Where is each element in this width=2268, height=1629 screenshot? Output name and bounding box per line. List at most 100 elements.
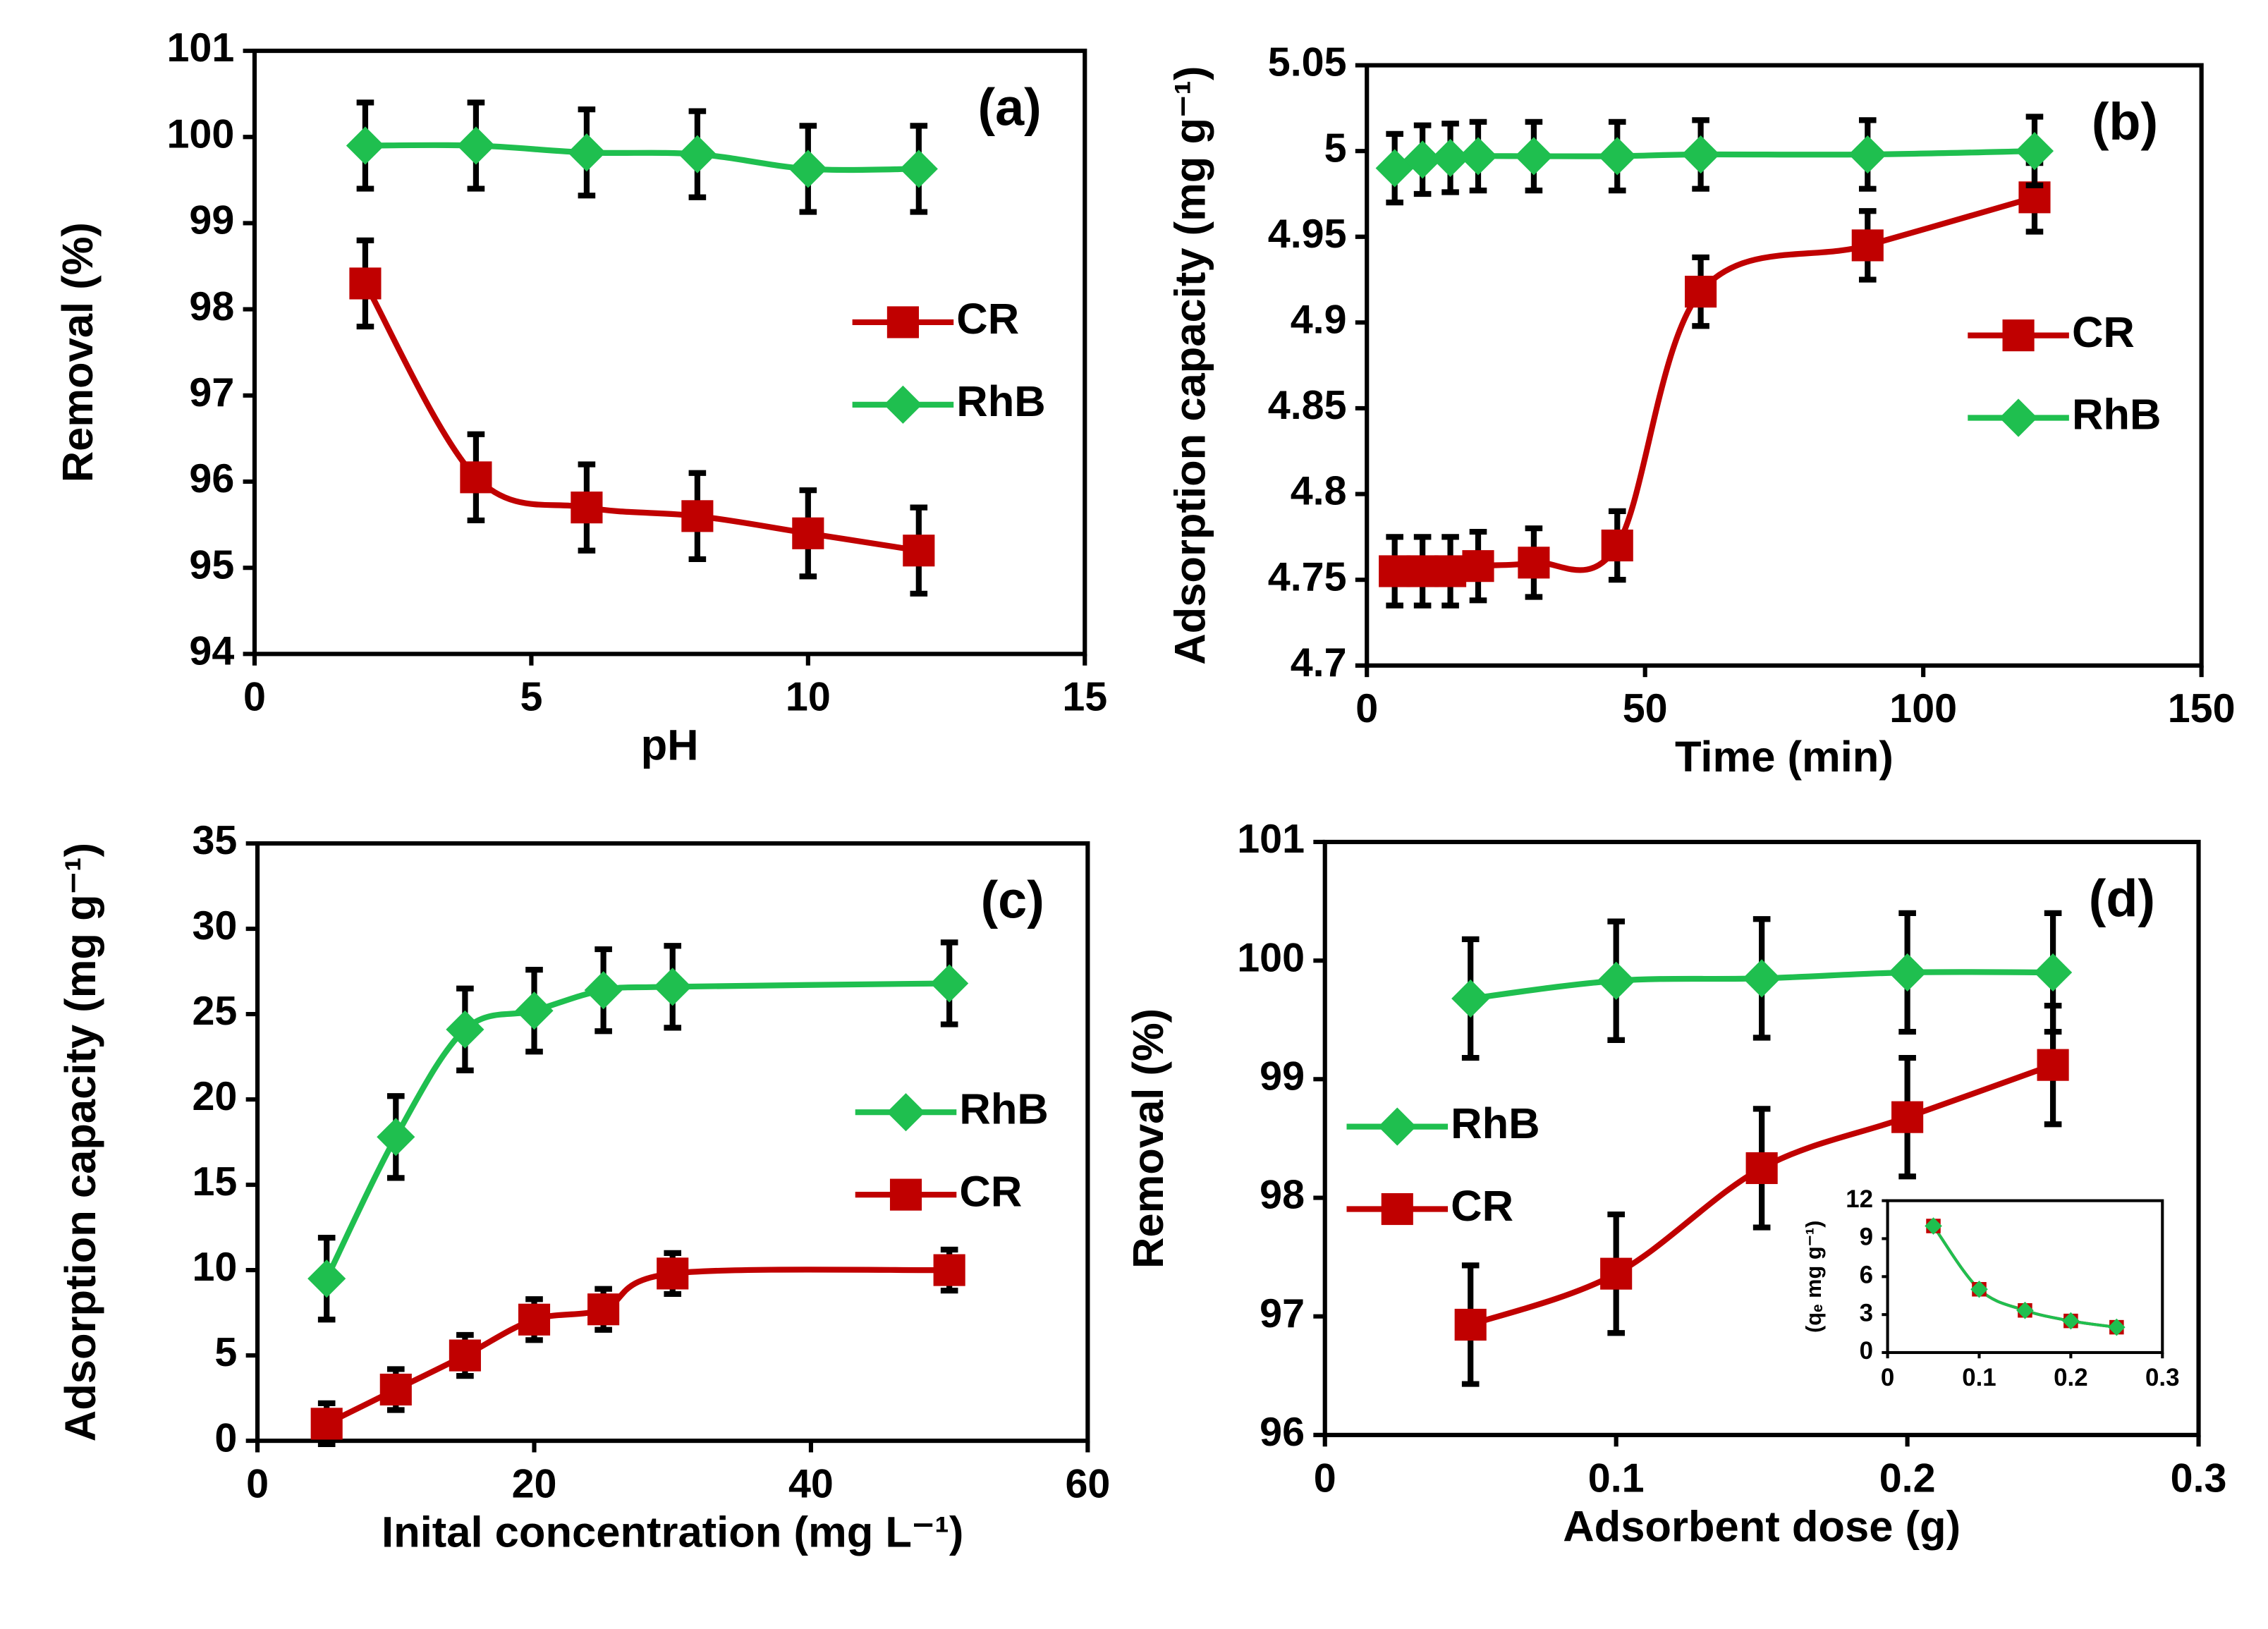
marker [2037,1049,2069,1081]
y-tick-label: 99 [1260,1054,1305,1099]
legend-label: RhB [956,377,1045,426]
x-tick-label: 60 [1065,1461,1110,1506]
marker [2034,953,2073,992]
legend-marker [1378,1107,1417,1146]
marker [446,1010,484,1049]
legend-marker [1999,398,2038,437]
marker [515,992,554,1030]
y-tick-label: 15 [193,1159,238,1204]
marker [584,971,623,1010]
marker [1379,555,1411,587]
marker [1403,140,1442,179]
y-tick-label: 98 [1260,1173,1305,1218]
y-tick-label: 4.75 [1268,554,1347,599]
x-tick-label: 0.2 [2054,1364,2087,1391]
x-axis-label: pH [641,721,699,770]
marker [1681,135,1720,174]
x-tick-label: 50 [1623,686,1668,731]
x-tick-label: 150 [2168,686,2236,731]
marker [792,517,824,549]
legend-marker [886,1093,925,1132]
x-axis-label: Adsorbent dose (g) [1563,1502,1961,1551]
series-line [324,980,950,1280]
x-tick-label: 0.3 [2171,1456,2227,1501]
y-tick-label: 3 [1860,1299,1873,1326]
legend-marker [889,1178,922,1211]
marker [449,1339,481,1372]
marker [2016,1301,2034,1319]
y-tick-label: 96 [189,456,234,501]
marker [1518,547,1550,579]
y-axis-label: (qₑ mg g⁻¹) [1801,1221,1826,1333]
marker [1514,137,1553,176]
marker [788,150,827,188]
x-tick-label: 0 [1355,686,1378,731]
panel-label: (b) [2092,92,2158,151]
marker [653,968,692,1006]
marker [1743,959,1781,998]
y-tick-label: 4.9 [1291,298,1347,343]
marker [1851,229,1884,262]
legend-label: RhB [959,1085,1048,1133]
y-tick-label: 5 [214,1330,237,1375]
marker [2015,132,2054,171]
marker [657,1257,689,1290]
x-tick-label: 100 [1889,686,1957,731]
marker [1458,137,1498,176]
y-tick-label: 25 [193,989,238,1034]
y-tick-label: 35 [193,818,238,863]
marker [2062,1312,2080,1330]
marker [899,150,938,188]
legend-label: RhB [1451,1099,1540,1148]
x-tick-label: 0.3 [2145,1364,2179,1391]
x-tick-label: 5 [520,675,542,720]
y-tick-label: 4.85 [1268,383,1347,428]
marker [346,126,385,165]
y-tick-label: 98 [189,284,234,329]
y-tick-label: 96 [1260,1410,1305,1455]
y-tick-label: 20 [193,1074,238,1119]
x-axis-label: Inital concentration (mg L⁻¹) [382,1508,963,1556]
marker [1462,550,1494,582]
legend-marker [884,385,922,424]
plot-frame [252,48,1087,657]
plot-frame [1322,839,2201,1437]
y-tick-label: 5 [1324,126,1347,171]
marker [1891,1101,1924,1133]
marker [933,1254,965,1286]
series-line [325,1267,950,1427]
y-tick-label: 6 [1860,1262,1873,1289]
marker [1454,1308,1487,1341]
marker [1600,1257,1633,1290]
marker [1451,979,1490,1018]
x-tick-label: 0 [1314,1456,1336,1501]
x-axis-label: Time (min) [1675,733,1894,781]
series-line [365,142,919,173]
marker [1848,135,1887,174]
marker [1601,529,1633,562]
legend-label: CR [2072,308,2135,357]
panel-label: (d) [2089,870,2155,928]
legend-marker [2002,319,2035,352]
y-tick-label: 4.95 [1268,212,1347,257]
y-tick-label: 100 [166,111,234,157]
series-line [362,281,920,554]
y-axis-label: Adsorption capacity (mg g⁻¹) [1166,66,1214,665]
marker [567,133,606,172]
marker [1597,961,1635,1000]
x-tick-label: 0.1 [1962,1364,1996,1391]
marker [456,126,495,165]
panel-label: (c) [981,871,1044,929]
marker [1925,1217,1942,1235]
marker [2108,1318,2126,1336]
y-tick-label: 97 [189,370,234,415]
y-axis-label: Removal (%) [54,222,102,482]
y-tick-label: 4.7 [1291,640,1347,685]
marker [1406,555,1439,587]
marker [587,1293,620,1326]
y-tick-label: 4.8 [1291,469,1347,514]
x-tick-label: 0 [1881,1364,1894,1391]
plot-frame [1365,63,2204,668]
y-tick-label: 12 [1846,1185,1873,1213]
y-tick-label: 100 [1237,935,1305,980]
